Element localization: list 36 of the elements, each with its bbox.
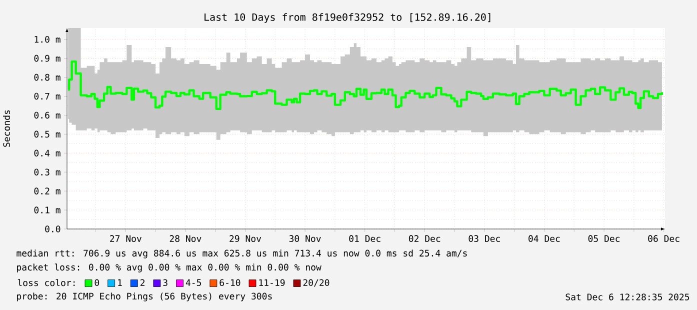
y-tick-label: 0.7 m [34,92,60,100]
legend-title: loss color: [18,279,75,286]
y-tick-label: 0.9 m [34,54,60,62]
x-tick-label: 06 Dec [648,235,680,242]
legend-label: 0 [94,279,100,286]
legend-label: 20/20 [303,279,330,287]
y-tick-label: 0.5 m [34,130,60,138]
legend-label: 1 [118,279,122,286]
y-tick-label: 1.0 m [34,36,60,43]
x-tick-label: 04 Dec [528,235,560,242]
legend-label: 3 [163,279,168,286]
legend-label: 2 [140,279,144,286]
y-tick-label: 0.4 m [34,150,60,157]
text: Sat Dec 6 12:28:35 2025 [566,294,690,300]
y-tick-label: 0.2 m [34,188,60,194]
y-tick-label: 0.8 m [34,74,60,81]
x-tick-label: 02 Dec [408,235,440,242]
x-tick-label: 28 Nov [170,235,202,242]
legend-label: 11-19 [259,279,285,286]
legend-label: 6-10 [220,279,240,286]
text: median rtt: 706.9 us avg 884.6 us max 625.8 us min 713.4 us now 0.0 ms sd 25.4 am/s [16,250,467,258]
y-tick-label: 0.6 m [34,112,60,119]
x-tick-label: 01 Dec [349,235,380,242]
x-tick-label: 27 Nov [110,235,142,242]
y-tick-label: 0.1 m [34,206,60,214]
x-tick-label: 29 Nov [230,235,262,242]
chart-title: Last 10 Days from 8f19e0f32952 to [152.89.16.20] [204,13,490,23]
y-axis-title: Seconds [3,110,10,147]
x-tick-label: 30 Nov [289,235,321,242]
x-tick-label: 05 Dec [588,235,620,242]
text: packet loss: 0.00 % avg 0.00 % max 0.00 % min 0.00 % now [17,264,322,272]
legend-label: 4-5 [186,279,202,286]
y-tick-label: 0.0 [45,226,60,232]
text: probe: 20 ICMP Echo Pings (56 Bytes) every 300s [17,292,272,302]
y-tick-label: 0.3 m [34,168,60,176]
x-tick-label: 03 Dec [468,235,500,242]
